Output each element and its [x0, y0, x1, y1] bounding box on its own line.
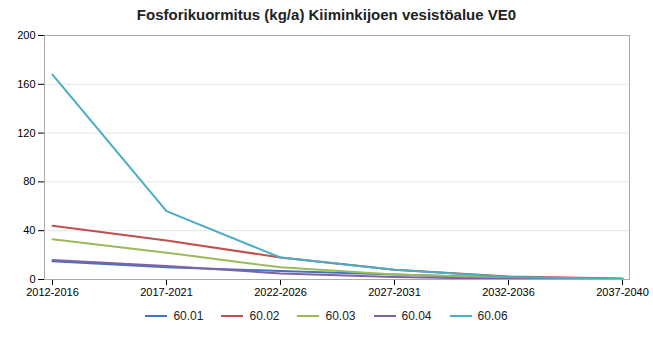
html-text:60.06: 60.06 [477, 309, 508, 323]
html-text:Fosforikuormitus (kg/a) Kiimin: Fosforikuormitus (kg/a) Kiiminkijoen ves… [136, 6, 517, 23]
svg-text:2032-2036: 2032-2036 [482, 286, 535, 298]
html-text:60.04: 60.04 [401, 309, 432, 323]
svg-text:2017-2021: 2017-2021 [140, 286, 193, 298]
svg-text:0: 0 [29, 273, 35, 285]
svg-text:2037-2040: 2037-2040 [596, 286, 649, 298]
svg-text:120: 120 [17, 127, 35, 139]
html-text:60.02: 60.02 [249, 309, 280, 323]
svg-text:200: 200 [17, 29, 35, 41]
html-text:60.01: 60.01 [173, 309, 204, 323]
svg-text:160: 160 [17, 78, 35, 90]
svg-text:40: 40 [23, 224, 35, 236]
svg-text:2012-2016: 2012-2016 [26, 286, 79, 298]
svg-text:2022-2026: 2022-2026 [254, 286, 307, 298]
svg-text:2027-2031: 2027-2031 [368, 286, 421, 298]
svg-text:80: 80 [23, 175, 35, 187]
html-text:60.03: 60.03 [325, 309, 356, 323]
